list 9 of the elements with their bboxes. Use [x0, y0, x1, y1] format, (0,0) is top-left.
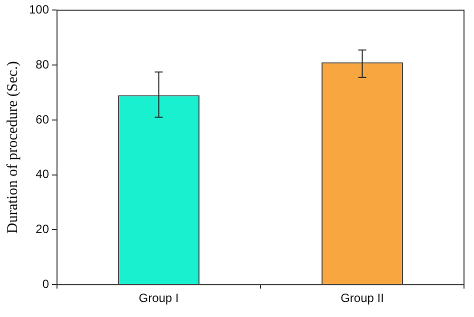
y-tick-label: 60: [36, 112, 50, 126]
y-tick-label: 0: [42, 276, 50, 291]
x-tick-label: Group I: [138, 291, 179, 306]
y-axis-title: Duration of procedure (Sec.): [4, 61, 21, 234]
y-tick-label: 80: [36, 57, 50, 72]
y-tick-label: 20: [36, 222, 50, 236]
x-tick-label: Group II: [340, 291, 384, 306]
y-tick-label: 100: [28, 2, 50, 17]
y-tick-label: 40: [36, 167, 50, 182]
